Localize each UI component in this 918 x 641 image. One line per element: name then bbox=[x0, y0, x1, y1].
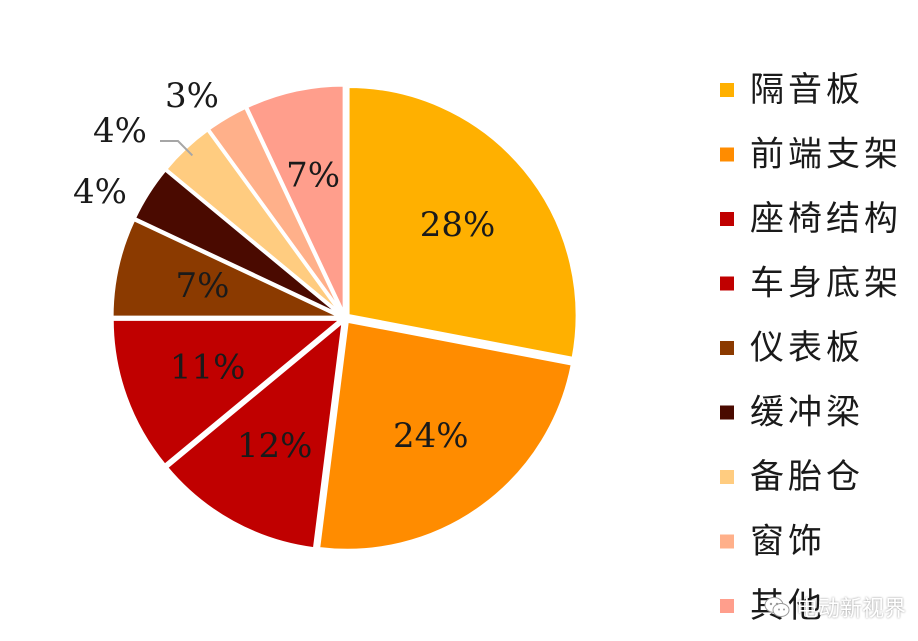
pie-label-4: 11% bbox=[170, 347, 246, 387]
legend-item-4: 车身底架 bbox=[720, 264, 902, 304]
wechat-icon bbox=[764, 597, 790, 617]
legend-item-3: 座椅结构 bbox=[720, 199, 902, 239]
legend-label-1: 隔音板 bbox=[750, 70, 864, 110]
pie-slice-4 bbox=[110, 317, 346, 468]
legend-swatch-9 bbox=[720, 599, 734, 613]
legend-swatch-1 bbox=[720, 83, 734, 97]
pie-label-6: 4% bbox=[73, 172, 127, 212]
legend-swatch-8 bbox=[720, 534, 734, 549]
legend-label-4: 车身底架 bbox=[750, 264, 902, 304]
legend-item-6: 缓冲梁 bbox=[720, 393, 864, 433]
pie-label-3: 12% bbox=[237, 426, 313, 466]
legend-label-6: 缓冲梁 bbox=[750, 393, 864, 433]
legend-item-5: 仪表板 bbox=[720, 328, 864, 368]
legend-item-8: 窗饰 bbox=[720, 522, 826, 562]
pie-slice-1 bbox=[346, 84, 579, 361]
watermark-text: 电动新视界 bbox=[795, 597, 906, 622]
legend-label-2: 前端支架 bbox=[750, 135, 902, 175]
legend-label-8: 窗饰 bbox=[750, 522, 826, 562]
pie-label-9: 7% bbox=[286, 156, 340, 196]
legend-swatch-5 bbox=[720, 341, 734, 355]
pie-slice-2 bbox=[316, 319, 575, 552]
watermark: 电动新视界 bbox=[764, 591, 906, 623]
pie-label-7: 4% bbox=[93, 111, 147, 151]
pie-slice-3 bbox=[164, 317, 346, 551]
pie-slice-9 bbox=[244, 83, 346, 315]
legend-label-3: 座椅结构 bbox=[750, 199, 902, 239]
legend-swatch-6 bbox=[720, 405, 734, 420]
legend-swatch-2 bbox=[720, 147, 734, 162]
legend-item-2: 前端支架 bbox=[720, 135, 902, 175]
legend-swatch-7 bbox=[720, 470, 734, 484]
pie-label-5: 7% bbox=[176, 266, 230, 306]
pie-labels: 28% 24% 12% 11% 7% 4% 4% 3% 7% bbox=[73, 76, 495, 466]
legend-item-1: 隔音板 bbox=[720, 70, 864, 110]
legend-label-5: 仪表板 bbox=[750, 328, 864, 368]
pie-label-1: 28% bbox=[420, 205, 496, 245]
leader-lines bbox=[160, 140, 194, 157]
pie-slices bbox=[110, 83, 579, 552]
legend-swatch-3 bbox=[720, 212, 734, 226]
legend-label-7: 备胎仓 bbox=[750, 457, 864, 497]
legend-item-7: 备胎仓 bbox=[720, 457, 864, 497]
pie-label-8: 3% bbox=[165, 76, 219, 116]
leader-line bbox=[160, 140, 194, 157]
pie-label-2: 24% bbox=[393, 416, 469, 456]
legend-swatch-4 bbox=[720, 276, 734, 291]
